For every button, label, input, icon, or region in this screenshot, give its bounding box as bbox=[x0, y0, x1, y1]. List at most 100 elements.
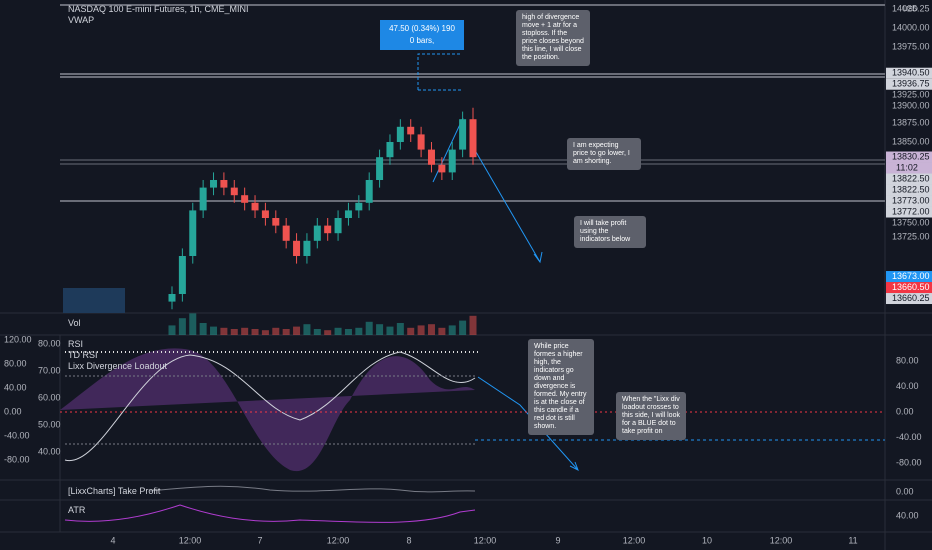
volume-bar bbox=[251, 329, 259, 335]
left-axis-label: -80.00 bbox=[4, 454, 30, 464]
price-label: 13660.50 bbox=[892, 282, 930, 292]
indicator-axis-label: 80.00 bbox=[896, 355, 919, 365]
indicator-axis-label: 0.00 bbox=[896, 406, 914, 416]
volume-bar bbox=[365, 321, 373, 335]
note: I will take profit using the indicators … bbox=[574, 216, 646, 248]
candle-body bbox=[199, 187, 207, 211]
candle-body bbox=[272, 218, 280, 226]
price-label: 13725.00 bbox=[892, 231, 930, 241]
vwap-label: VWAP bbox=[68, 15, 95, 25]
candle-body bbox=[230, 187, 238, 196]
candle-body bbox=[344, 210, 352, 218]
symbol: NASDAQ 100 E-mini Futures, 1h, CME_MINI bbox=[68, 4, 249, 14]
countdown: 11:02 bbox=[896, 162, 918, 172]
price-tag bbox=[886, 151, 932, 163]
time-label: 4 bbox=[110, 535, 115, 545]
volume-bar bbox=[282, 329, 290, 335]
time-label: 8 bbox=[406, 535, 411, 545]
price-tag bbox=[886, 282, 932, 294]
rsi-bands bbox=[65, 375, 475, 445]
volume-bar bbox=[376, 324, 384, 335]
price-label: 14025.25 bbox=[892, 3, 930, 13]
price-label: 13660.25 bbox=[892, 293, 930, 303]
atr-label: ATR bbox=[68, 505, 86, 515]
candle-body bbox=[293, 240, 301, 256]
rsi-axis-label: 40.00 bbox=[38, 446, 61, 456]
price-label: 13900.00 bbox=[892, 101, 930, 111]
price-label: 13673.00 bbox=[892, 271, 930, 281]
candle-body bbox=[220, 180, 228, 188]
price-tag bbox=[886, 184, 932, 196]
tp-axis-label: 0.00 bbox=[896, 486, 914, 496]
price-tag bbox=[886, 78, 932, 90]
rsi-axis-label: 80.00 bbox=[38, 338, 61, 348]
time-label: 12:00 bbox=[179, 535, 202, 545]
left-axis-label: 120.00 bbox=[4, 334, 32, 344]
candle-body bbox=[210, 180, 218, 188]
price-tag bbox=[886, 195, 932, 207]
price-label: 13772.00 bbox=[892, 206, 930, 216]
arrows bbox=[417, 53, 579, 472]
note: high of divergence move + 1 atr for a st… bbox=[516, 10, 590, 66]
lixx-label: Lixx Divergence Loadout bbox=[68, 361, 168, 371]
candle-body bbox=[417, 134, 425, 150]
candle-body bbox=[376, 157, 384, 180]
indicator-axis-label: -40.00 bbox=[896, 432, 922, 442]
rsi-label: RSI bbox=[68, 339, 84, 349]
volume-bar bbox=[427, 324, 435, 335]
time-label: 12:00 bbox=[474, 535, 497, 545]
volume-bar bbox=[220, 327, 228, 335]
left-axis-label: 0.00 bbox=[4, 406, 22, 416]
volume-bar bbox=[459, 320, 467, 335]
candle-body bbox=[334, 218, 342, 234]
volume-bar bbox=[261, 330, 269, 335]
volume-bar bbox=[199, 323, 207, 335]
note: While price formes a higher high, the in… bbox=[528, 339, 594, 435]
time-label: 12:00 bbox=[327, 535, 350, 545]
vol-label: Vol bbox=[68, 318, 81, 328]
lixx-area bbox=[60, 348, 475, 472]
price-label: 13822.50 bbox=[892, 173, 930, 183]
candle-body bbox=[427, 149, 435, 165]
rsi-axis-label: 70.00 bbox=[38, 365, 61, 375]
candle-body bbox=[313, 225, 321, 241]
price-tag bbox=[886, 67, 932, 79]
candle-body bbox=[261, 210, 269, 218]
candle-body bbox=[189, 210, 197, 256]
volume-bar bbox=[448, 325, 456, 335]
measure-line: 47.50 (0.34%) 190 bbox=[389, 24, 455, 33]
volume-bar bbox=[438, 327, 446, 335]
volume-bar bbox=[230, 329, 238, 335]
candle-body bbox=[365, 180, 373, 203]
time-label: 7 bbox=[257, 535, 262, 545]
volume-bar bbox=[272, 327, 280, 335]
atr-line bbox=[64, 504, 476, 523]
price-tag bbox=[886, 293, 932, 305]
volume-bar bbox=[168, 325, 176, 335]
volume-bar bbox=[241, 327, 249, 335]
horizontal-levels bbox=[60, 4, 885, 202]
candle-body bbox=[355, 202, 363, 211]
left-axis-label: 40.00 bbox=[4, 382, 27, 392]
tp-label: [LixxCharts] Take Profit bbox=[68, 486, 161, 496]
candle-body bbox=[168, 294, 176, 302]
candle-body bbox=[303, 240, 311, 256]
left-axis-label: 80.00 bbox=[4, 358, 27, 368]
volume-bar bbox=[407, 327, 415, 335]
measure-box: 47.50 (0.34%) 190 0 bars, bbox=[380, 20, 464, 50]
measure-line: 0 bars, bbox=[409, 36, 435, 45]
rsi-line bbox=[64, 351, 476, 461]
time-label: 12:00 bbox=[623, 535, 646, 545]
candle-body bbox=[469, 119, 477, 158]
time-label: 9 bbox=[555, 535, 560, 545]
volume-bar bbox=[355, 327, 363, 335]
candle-body bbox=[251, 202, 259, 211]
indicator-axis-label: 40.00 bbox=[896, 381, 919, 391]
time-label: 11 bbox=[848, 535, 857, 545]
volume-bar bbox=[178, 318, 186, 335]
td-rsi-label: TD RSI bbox=[68, 350, 98, 360]
